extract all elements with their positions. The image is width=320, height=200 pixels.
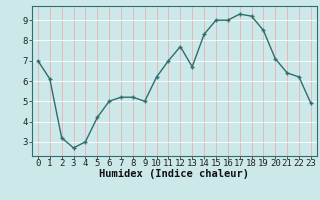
X-axis label: Humidex (Indice chaleur): Humidex (Indice chaleur): [100, 169, 249, 179]
